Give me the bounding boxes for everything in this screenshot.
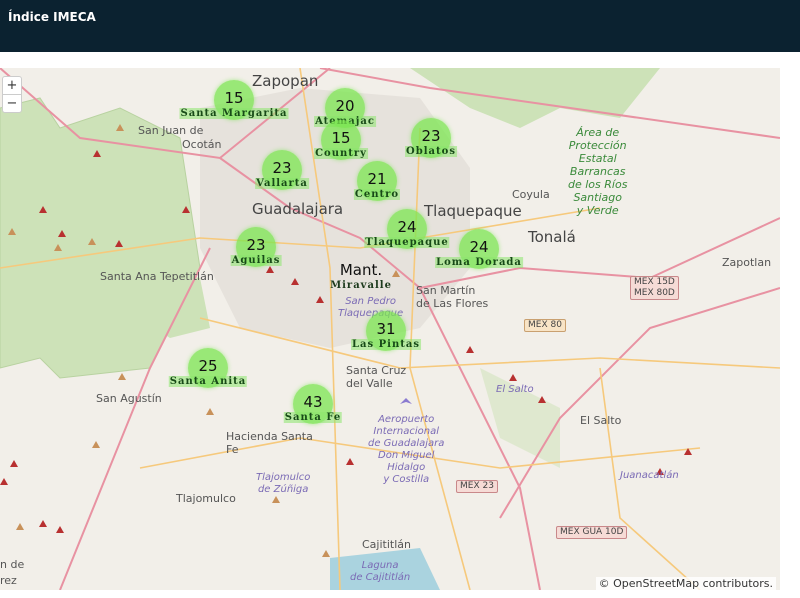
place-label-tlaquepaque: Tlaquepaque bbox=[424, 202, 522, 220]
station-value: Mant. bbox=[339, 261, 383, 279]
station-value: 15 bbox=[331, 129, 351, 147]
place-label-sanagustin: San Agustín bbox=[96, 392, 162, 405]
place-label-sanmartin: San Martín de Las Flores bbox=[416, 284, 489, 310]
station-value: 25 bbox=[198, 357, 218, 375]
urban-area bbox=[200, 88, 470, 348]
highway-shield-mex15: MEX 15D MEX 80D bbox=[630, 276, 679, 300]
station-name: Santa Margarita bbox=[179, 108, 289, 119]
place-label-guadalajara: Guadalajara bbox=[252, 200, 344, 218]
station-value: 20 bbox=[335, 97, 355, 115]
roads bbox=[0, 68, 780, 590]
place-label-tlajomulcozu: Tlajomulco de Zúñiga bbox=[256, 472, 311, 495]
station-name: Santa Fe bbox=[283, 412, 343, 423]
station-value: 43 bbox=[303, 393, 323, 411]
place-label-zapotlan: Zapotlan bbox=[722, 256, 772, 269]
zoom-out-button[interactable]: − bbox=[3, 94, 21, 112]
place-label-zapopan: Zapopan bbox=[252, 72, 319, 90]
place-label-hacienda: Hacienda Santa Fe bbox=[226, 430, 313, 456]
station-name: Santa Anita bbox=[168, 376, 248, 387]
place-label-tlajomulco: Tlajomulco bbox=[176, 492, 236, 505]
station-name: Vallarta bbox=[255, 178, 309, 189]
station-value: 24 bbox=[397, 218, 417, 236]
station-name: Tlaquepaque bbox=[364, 237, 450, 248]
station-value: 23 bbox=[272, 159, 292, 177]
page-title: Índice IMECA bbox=[8, 10, 96, 24]
place-label-sanpedro: San Pedro Tlaquepaque bbox=[338, 296, 404, 319]
station-name: Las Pintas bbox=[351, 339, 421, 350]
zoom-in-button[interactable]: + bbox=[6, 78, 18, 93]
forest-area bbox=[410, 68, 660, 128]
place-label-santaana: Santa Ana Tepetitlán bbox=[100, 270, 214, 283]
highway-shield-mex80: MEX 80 bbox=[524, 319, 566, 332]
place-label-aeropuerto: Aeropuerto Internacional de Guadalajara … bbox=[368, 414, 445, 485]
airport-icon bbox=[400, 398, 412, 404]
station-name: Aguilas bbox=[230, 255, 282, 266]
highway-shield-mexgua: MEX GUA 10D bbox=[556, 526, 628, 539]
station-value: 31 bbox=[376, 320, 396, 338]
zoom-control: + − bbox=[2, 76, 22, 113]
place-label-coyula: Coyula bbox=[512, 188, 550, 201]
place-label-sanjuan: San Juan de bbox=[138, 124, 204, 137]
station-value: 21 bbox=[367, 170, 387, 188]
station-value: 15 bbox=[224, 89, 244, 107]
airport-area bbox=[480, 368, 560, 468]
hill-icons bbox=[8, 124, 400, 557]
map-basemap bbox=[0, 68, 780, 590]
place-label-ocotan: Ocotán bbox=[182, 138, 222, 151]
station-name: Miravalle bbox=[330, 280, 392, 291]
place-label-elsalto: El Salto bbox=[580, 414, 622, 427]
station-value: 23 bbox=[421, 127, 441, 145]
app-header: Índice IMECA bbox=[0, 0, 800, 52]
place-label-santacruz: Santa Cruz del Valle bbox=[346, 364, 407, 390]
map[interactable]: + − Zapopan San Juan de Ocotán Guadalajara T… bbox=[0, 68, 780, 590]
highway-shield-mex23: MEX 23 bbox=[456, 480, 498, 493]
peak-icons bbox=[0, 150, 692, 533]
forest-area bbox=[140, 268, 210, 338]
place-label-area: Área de Protección Estatal Barrancas de … bbox=[568, 126, 628, 217]
station-name: Loma Dorada bbox=[435, 257, 523, 268]
station-name: Country bbox=[314, 148, 368, 159]
place-label-rez: rez bbox=[0, 574, 17, 587]
lake bbox=[330, 548, 440, 590]
place-label-cajititlan: Cajititlán bbox=[362, 538, 411, 551]
map-attribution[interactable]: © OpenStreetMap contributors. bbox=[595, 577, 776, 590]
place-label-laguna: Laguna de Cajititlán bbox=[350, 560, 411, 583]
station-value: 23 bbox=[246, 236, 266, 254]
station-name: Centro bbox=[353, 189, 401, 200]
place-label-juanacatlan: Juanacatlán bbox=[620, 470, 679, 481]
station-name: Oblatos bbox=[405, 146, 457, 157]
place-label-nde: n de bbox=[0, 558, 25, 571]
station-value: 24 bbox=[469, 238, 489, 256]
place-label-elsalto2: El Salto bbox=[496, 384, 534, 395]
place-label-tonala: Tonalá bbox=[528, 228, 576, 246]
